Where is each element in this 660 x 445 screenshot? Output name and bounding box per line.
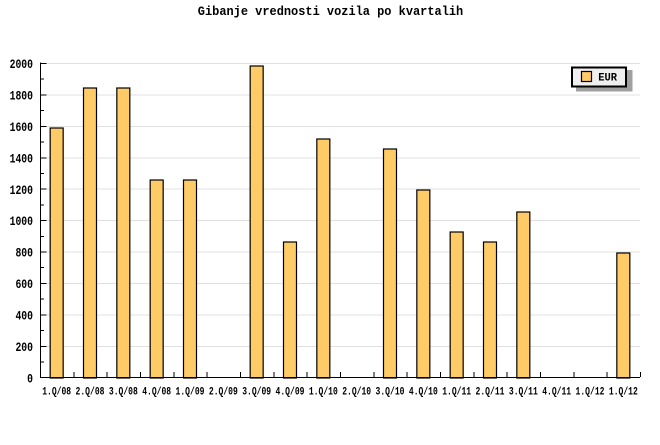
svg-text:1.Q/12: 1.Q/12: [576, 385, 605, 398]
svg-text:200: 200: [15, 341, 33, 356]
svg-text:2.Q/09: 2.Q/09: [209, 385, 238, 398]
svg-text:2.Q/08: 2.Q/08: [76, 385, 105, 398]
svg-text:1000: 1000: [10, 215, 33, 230]
svg-text:3.Q/09: 3.Q/09: [242, 385, 271, 398]
svg-text:4.Q/11: 4.Q/11: [542, 385, 571, 398]
svg-text:400: 400: [15, 309, 33, 324]
svg-text:0: 0: [27, 372, 33, 387]
svg-text:EUR: EUR: [598, 72, 617, 84]
svg-text:1.Q/12: 1.Q/12: [609, 385, 638, 398]
svg-text:2.Q/11: 2.Q/11: [476, 385, 505, 398]
svg-text:1.Q/08: 1.Q/08: [42, 385, 71, 398]
svg-text:1.Q/11: 1.Q/11: [442, 385, 471, 398]
svg-text:2.Q/10: 2.Q/10: [342, 385, 371, 398]
svg-text:1600: 1600: [10, 121, 33, 136]
svg-text:1.Q/09: 1.Q/09: [176, 385, 205, 398]
svg-text:1.Q/10: 1.Q/10: [309, 385, 338, 398]
svg-text:1800: 1800: [10, 89, 33, 104]
svg-text:600: 600: [15, 278, 33, 293]
svg-text:Gibanje vrednosti vozila po kv: Gibanje vrednosti vozila po kvartalih: [198, 5, 463, 20]
svg-text:2000: 2000: [10, 58, 33, 73]
svg-text:800: 800: [15, 246, 33, 261]
svg-text:3.Q/08: 3.Q/08: [109, 385, 138, 398]
svg-text:3.Q/11: 3.Q/11: [509, 385, 538, 398]
svg-text:3.Q/10: 3.Q/10: [376, 385, 405, 398]
svg-text:4.Q/08: 4.Q/08: [142, 385, 171, 398]
svg-text:1400: 1400: [10, 152, 33, 167]
svg-text:4.Q/09: 4.Q/09: [276, 385, 305, 398]
svg-text:4.Q/10: 4.Q/10: [409, 385, 438, 398]
svg-text:1200: 1200: [10, 184, 33, 199]
